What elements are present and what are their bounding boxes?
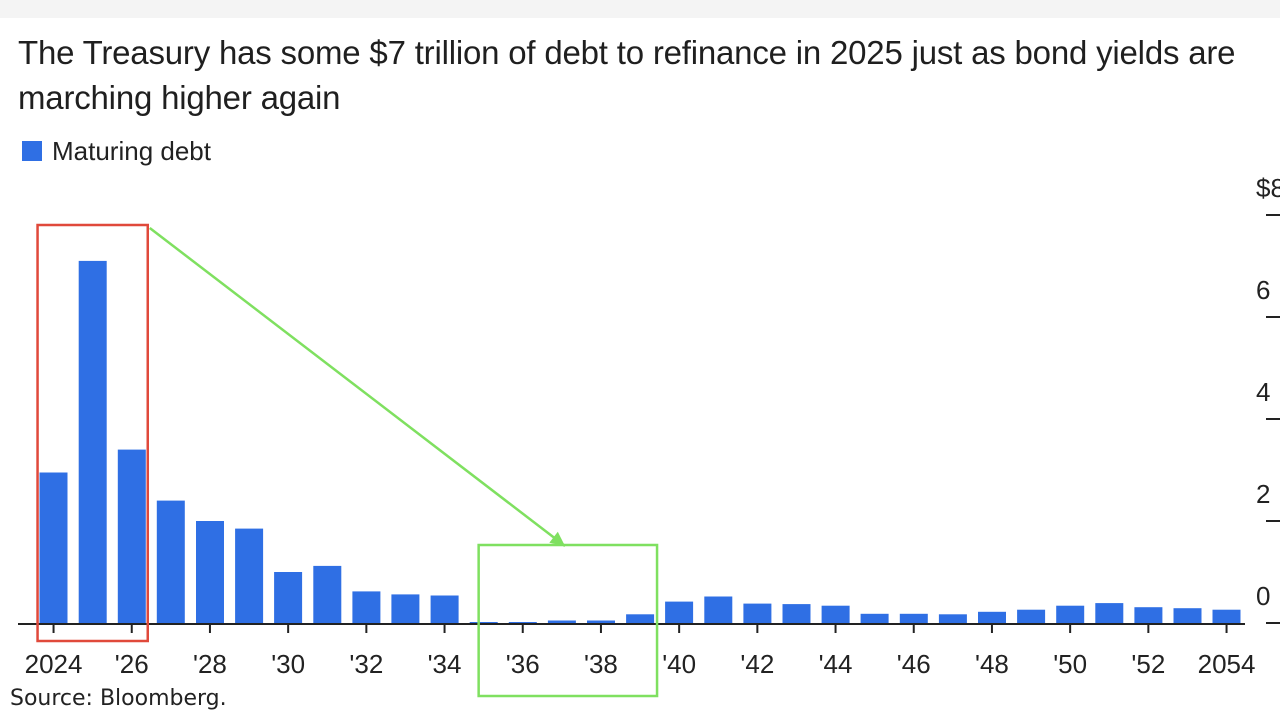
bar — [782, 604, 811, 623]
highlight-box-green — [477, 543, 659, 698]
bar — [235, 528, 264, 623]
x-tick-label: '34 — [428, 649, 462, 679]
x-tick-label: '50 — [1053, 649, 1087, 679]
y-tick-label: 6 — [1256, 275, 1270, 305]
legend-swatch — [22, 141, 42, 161]
x-tick-label: '52 — [1131, 649, 1165, 679]
x-tick-label: '36 — [506, 649, 540, 679]
bar — [39, 472, 68, 623]
x-tick-label: 2024 — [25, 649, 83, 679]
bar — [1056, 605, 1085, 623]
bar — [78, 260, 107, 623]
x-tick-label: '46 — [897, 649, 931, 679]
bar — [430, 595, 459, 623]
x-tick-label: '40 — [662, 649, 696, 679]
bar — [978, 611, 1006, 623]
bar — [313, 565, 342, 623]
bar — [352, 591, 381, 623]
bar — [469, 622, 498, 623]
bar — [587, 620, 615, 623]
x-tick-label: '30 — [271, 649, 305, 679]
bar — [1017, 609, 1046, 623]
highlight-box-red — [36, 223, 149, 643]
arrow-line — [148, 227, 566, 547]
chart-title: The Treasury has some $7 trillion of deb… — [18, 34, 1236, 116]
x-tick-label: '48 — [975, 649, 1009, 679]
x-tick-label: '28 — [193, 649, 227, 679]
bar — [1134, 607, 1163, 623]
bar — [704, 596, 733, 623]
bar — [196, 521, 224, 623]
bar — [626, 614, 655, 623]
bar — [665, 601, 694, 623]
bar — [1095, 603, 1124, 623]
bar — [508, 622, 537, 623]
y-tick-label: 2 — [1256, 479, 1270, 509]
bar — [117, 449, 146, 623]
bar — [938, 614, 967, 623]
bar — [743, 603, 772, 623]
x-tick-label: '26 — [115, 649, 149, 679]
top-band — [0, 0, 1280, 18]
bar — [156, 500, 185, 623]
y-tick-label: $8 — [1256, 173, 1280, 203]
bar — [391, 594, 420, 623]
x-tick-label: '38 — [584, 649, 618, 679]
bar — [274, 572, 303, 623]
legend: Maturing debt — [22, 134, 211, 168]
x-tick-label: 2054 — [1198, 649, 1256, 679]
bar — [860, 613, 889, 623]
x-tick-label: '42 — [740, 649, 774, 679]
arrow-head — [549, 531, 565, 546]
x-tick-label: '32 — [349, 649, 383, 679]
bar — [821, 605, 850, 623]
bar — [1173, 608, 1202, 623]
bar — [899, 613, 928, 623]
bar — [1212, 609, 1241, 623]
bar — [547, 620, 576, 623]
source-note: Source: Bloomberg. — [10, 686, 227, 711]
y-tick-label: 0 — [1256, 581, 1270, 611]
x-tick-label: '44 — [819, 649, 853, 679]
y-tick-label: 4 — [1256, 377, 1270, 407]
legend-label: Maturing debt — [52, 135, 211, 166]
